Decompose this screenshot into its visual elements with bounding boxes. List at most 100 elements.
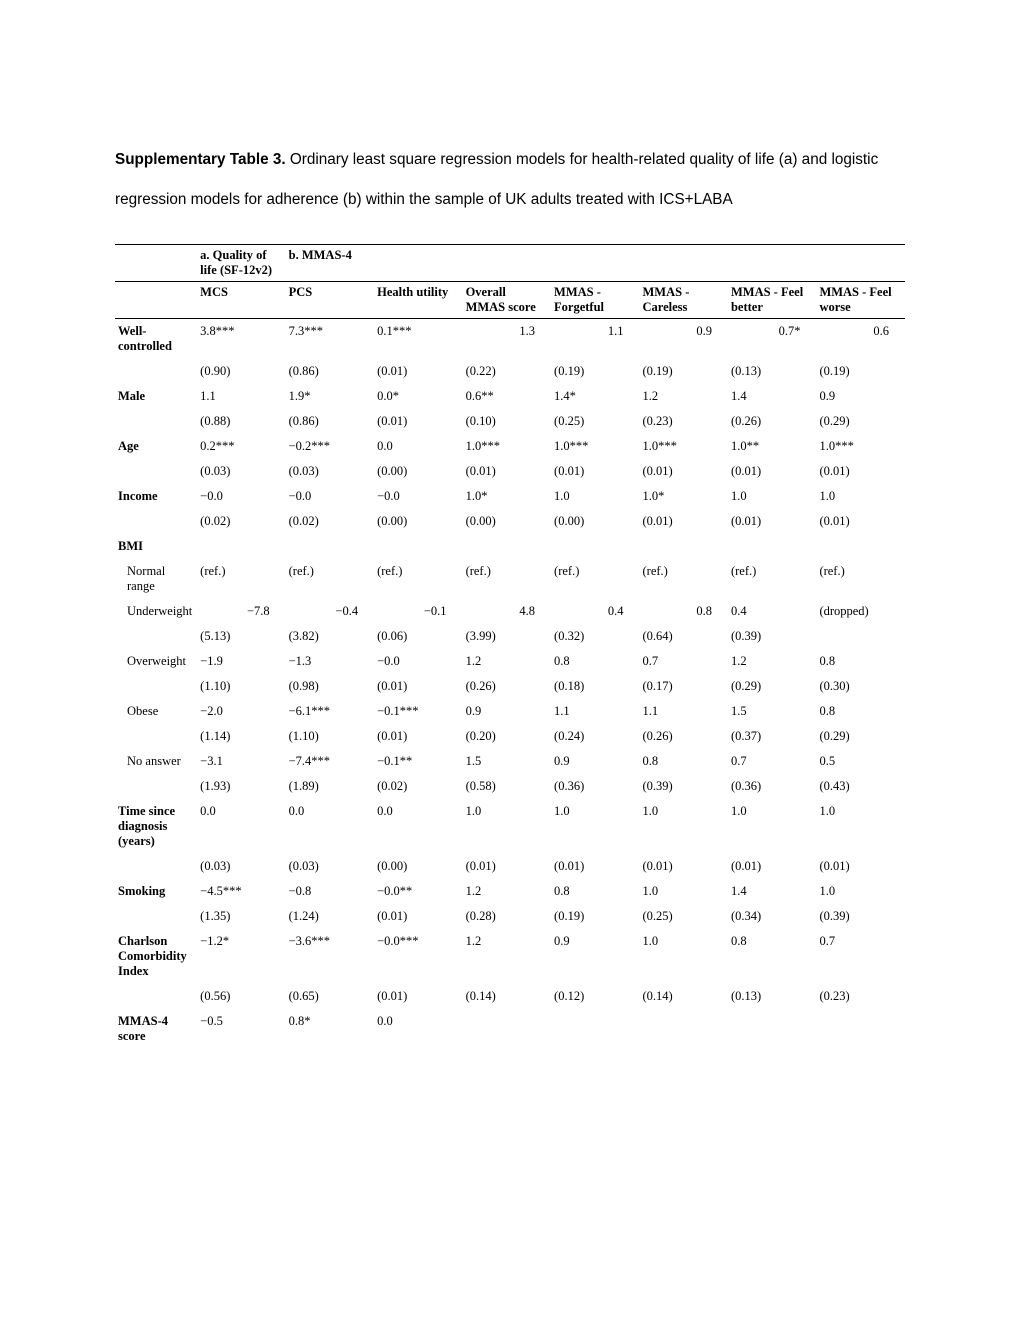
cell: −0.0 — [286, 484, 374, 509]
cell: (0.26) — [463, 674, 551, 699]
cell: 1.0 — [640, 929, 728, 984]
cell: (0.02) — [286, 509, 374, 534]
cell: (0.01) — [551, 854, 639, 879]
cell: 0.8 — [816, 649, 905, 674]
cell — [286, 534, 374, 559]
cell: (0.01) — [374, 984, 462, 1009]
cell: (0.56) — [197, 984, 285, 1009]
cell — [551, 1009, 639, 1049]
cell: 1.0 — [551, 799, 639, 854]
cell: (0.01) — [728, 459, 816, 484]
cell: (0.28) — [463, 904, 551, 929]
cell: (0.01) — [374, 724, 462, 749]
cell: 1.0 — [816, 484, 905, 509]
row-label: Time since diagnosis (years) — [115, 799, 197, 854]
cell: 1.1 — [551, 699, 639, 724]
cell: 1.2 — [728, 649, 816, 674]
cell: 0.9 — [551, 929, 639, 984]
cell: 1.2 — [463, 879, 551, 904]
cell — [463, 1009, 551, 1049]
cell — [816, 1009, 905, 1049]
header-group-a: a. Quality of life (SF-12v2) — [197, 244, 285, 281]
cell: 1.0* — [640, 484, 728, 509]
table-row: Charlson Comorbidity Index−1.2*−3.6***−0… — [115, 929, 905, 984]
cell: (0.01) — [816, 509, 905, 534]
row-label — [115, 854, 197, 879]
row-label: Age — [115, 434, 197, 459]
cell: 1.0* — [463, 484, 551, 509]
cell: (1.89) — [286, 774, 374, 799]
row-label — [115, 984, 197, 1009]
header-cols-row: MCS PCS Health utility Overall MMAS scor… — [115, 281, 905, 318]
header-group-b: b. MMAS-4 — [286, 244, 374, 281]
table-row: Normal range(ref.)(ref.)(ref.)(ref.)(ref… — [115, 559, 905, 599]
cell: (0.01) — [816, 854, 905, 879]
table-row: Overweight−1.9−1.3−0.01.20.80.71.20.8 — [115, 649, 905, 674]
row-label: Male — [115, 384, 197, 409]
row-label — [115, 359, 197, 384]
cell: (dropped) — [816, 599, 905, 624]
row-label — [115, 624, 197, 649]
cell — [551, 534, 639, 559]
cell: 0.8 — [551, 879, 639, 904]
cell: 1.1 — [551, 318, 639, 359]
cell: (0.03) — [197, 854, 285, 879]
cell: (ref.) — [197, 559, 285, 599]
row-label: BMI — [115, 534, 197, 559]
table-row: (0.02)(0.02)(0.00)(0.00)(0.00)(0.01)(0.0… — [115, 509, 905, 534]
cell: 0.6** — [463, 384, 551, 409]
cell: 1.2 — [463, 649, 551, 674]
table-row: (0.56)(0.65)(0.01)(0.14)(0.12)(0.14)(0.1… — [115, 984, 905, 1009]
cell: 0.9 — [816, 384, 905, 409]
cell: 1.0 — [728, 799, 816, 854]
col-better: MMAS - Feel better — [728, 281, 816, 318]
table-row: (1.35)(1.24)(0.01)(0.28)(0.19)(0.25)(0.3… — [115, 904, 905, 929]
cell: (0.01) — [374, 904, 462, 929]
cell: (0.30) — [816, 674, 905, 699]
cell: (0.06) — [374, 624, 462, 649]
cell: (0.00) — [463, 509, 551, 534]
cell: 0.7 — [816, 929, 905, 984]
cell: −6.1*** — [286, 699, 374, 724]
table-row: (1.10)(0.98)(0.01)(0.26)(0.18)(0.17)(0.2… — [115, 674, 905, 699]
cell: (ref.) — [286, 559, 374, 599]
cell — [463, 534, 551, 559]
row-label: Normal range — [115, 559, 197, 599]
row-label: Obese — [115, 699, 197, 724]
cell: 1.1 — [640, 699, 728, 724]
cell: 0.5 — [816, 749, 905, 774]
cell: −0.1*** — [374, 699, 462, 724]
cell: (0.01) — [463, 854, 551, 879]
cell: (0.90) — [197, 359, 285, 384]
cell: 1.1 — [197, 384, 285, 409]
cell: (0.01) — [374, 409, 462, 434]
cell: 1.0 — [463, 799, 551, 854]
cell: 1.0 — [816, 879, 905, 904]
cell: 0.9 — [640, 318, 728, 359]
cell: 0.7* — [728, 318, 816, 359]
cell: (0.01) — [728, 854, 816, 879]
cell: −0.0*** — [374, 929, 462, 984]
header-group-row: a. Quality of life (SF-12v2) b. MMAS-4 — [115, 244, 905, 281]
cell: 1.0*** — [551, 434, 639, 459]
cell: (0.13) — [728, 984, 816, 1009]
cell: 1.0*** — [816, 434, 905, 459]
cell: (3.99) — [463, 624, 551, 649]
cell: (0.14) — [463, 984, 551, 1009]
cell: (0.23) — [640, 409, 728, 434]
cell: (0.26) — [728, 409, 816, 434]
cell: 0.0 — [374, 434, 462, 459]
cell: −0.0** — [374, 879, 462, 904]
cell: 1.0*** — [640, 434, 728, 459]
cell: 0.8* — [286, 1009, 374, 1049]
cell: 0.0 — [197, 799, 285, 854]
cell: (0.18) — [551, 674, 639, 699]
row-label — [115, 509, 197, 534]
cell: (0.03) — [286, 854, 374, 879]
cell: (ref.) — [551, 559, 639, 599]
cell: 0.2*** — [197, 434, 285, 459]
cell: 0.1*** — [374, 318, 462, 359]
cell: (ref.) — [374, 559, 462, 599]
cell: (ref.) — [816, 559, 905, 599]
cell: (0.26) — [640, 724, 728, 749]
